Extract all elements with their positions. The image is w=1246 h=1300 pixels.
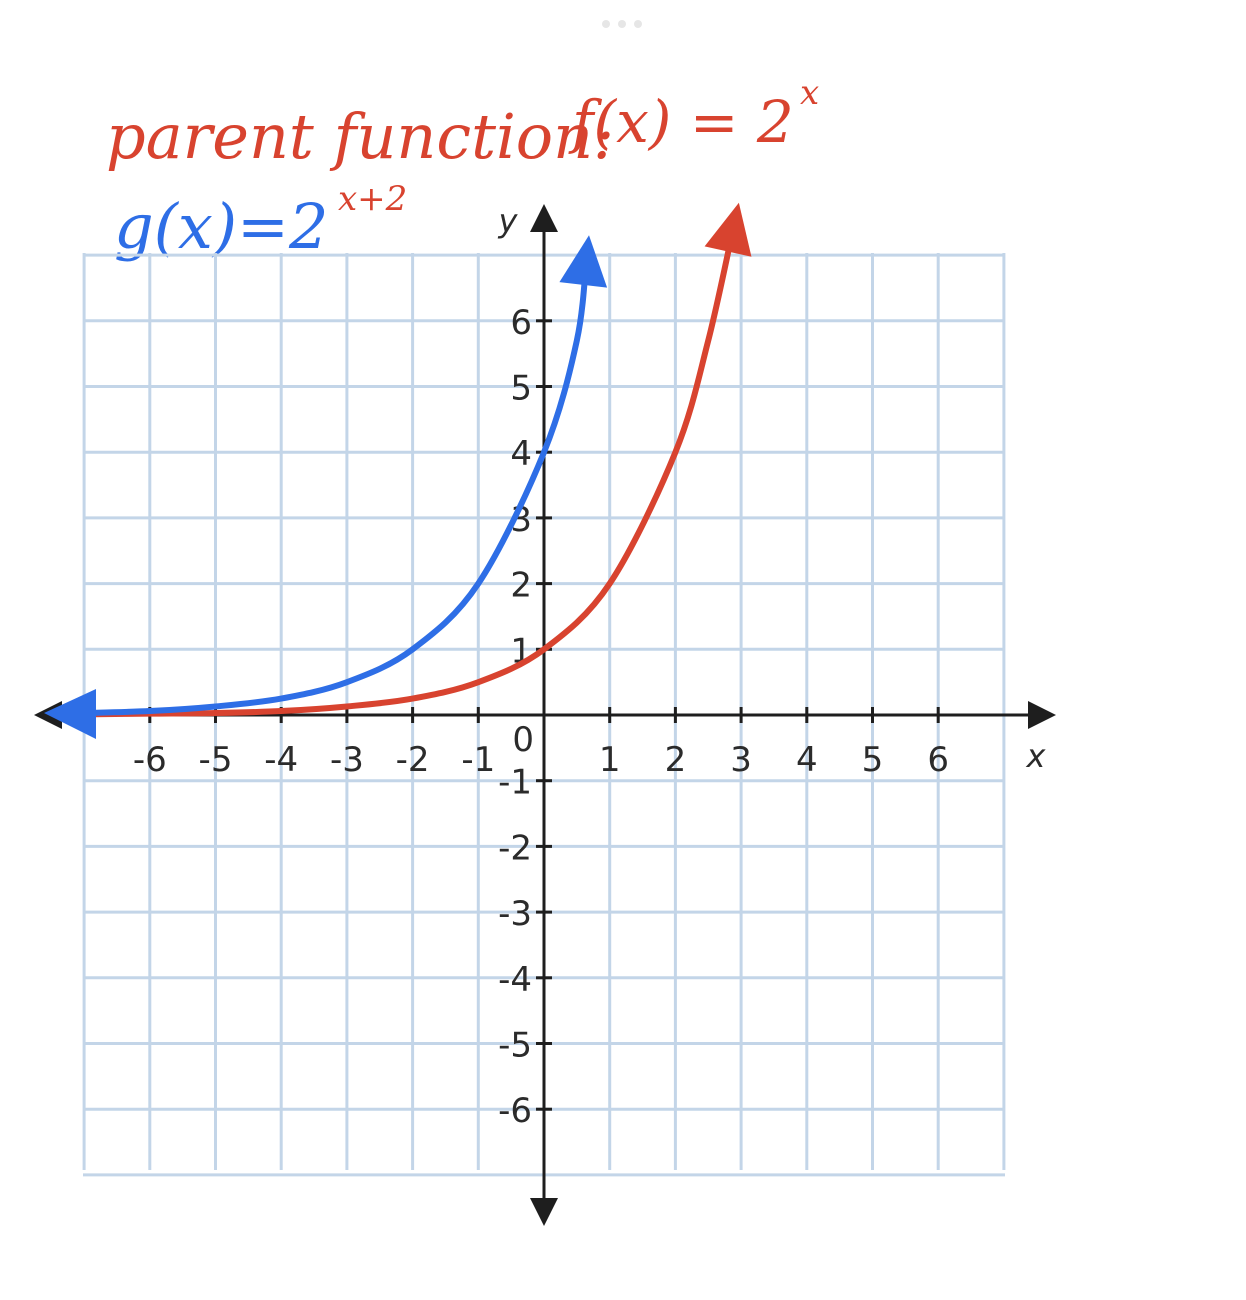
y-tick-label: -2 [498,828,532,868]
x-axis-arrow-right [1028,701,1056,729]
origin-label: 0 [512,720,534,760]
x-tick-label: 2 [665,740,687,780]
x-tick-label: 4 [796,740,818,780]
y-tick-label: 5 [510,369,532,409]
x-tick-label: 1 [599,740,621,780]
x-tick-label: -6 [133,740,167,780]
y-tick-label: 4 [510,434,532,474]
y-axis-arrow-down [530,1198,558,1226]
y-tick-label: -3 [498,894,532,934]
parent-function-exponent: x [800,73,819,113]
series-0-arrow-end [704,202,752,257]
x-tick-label: 5 [862,740,884,780]
parent-function-formula: f(x) = 2 [568,88,794,156]
y-tick-label: 6 [510,303,532,343]
x-tick-label: 3 [730,740,752,780]
x-tick-label: -1 [461,740,495,780]
x-tick-label: -4 [264,740,298,780]
y-tick-label: -4 [498,960,532,1000]
transformed-function-annotation: g(x)=2 x+2 [114,179,407,263]
series-1-arrow-end [559,235,608,288]
curves [44,202,752,740]
x-axis-label: x [1026,737,1047,775]
x-tick-label: -5 [199,740,233,780]
series-0-line [81,219,738,718]
page-dots [602,20,642,28]
y-tick-label: -6 [498,1091,532,1131]
x-tick-label: -3 [330,740,364,780]
y-tick-label: -1 [498,763,532,803]
y-tick-label: -5 [498,1026,532,1066]
transformed-function-formula: g(x)=2 [114,190,328,263]
y-axis-label: y [498,202,519,240]
y-tick-label: 2 [510,566,532,606]
series-1-line [81,252,590,717]
transformed-function-exponent: x+2 [338,179,407,219]
series-1-arrow-start [44,689,96,740]
parent-function-annotation: parent function: f(x) = 2 x [106,73,819,173]
x-tick-label: -2 [396,740,430,780]
y-axis-arrow-up [530,204,558,232]
x-tick-label: 6 [927,740,949,780]
parent-function-label: parent function: [106,100,614,173]
